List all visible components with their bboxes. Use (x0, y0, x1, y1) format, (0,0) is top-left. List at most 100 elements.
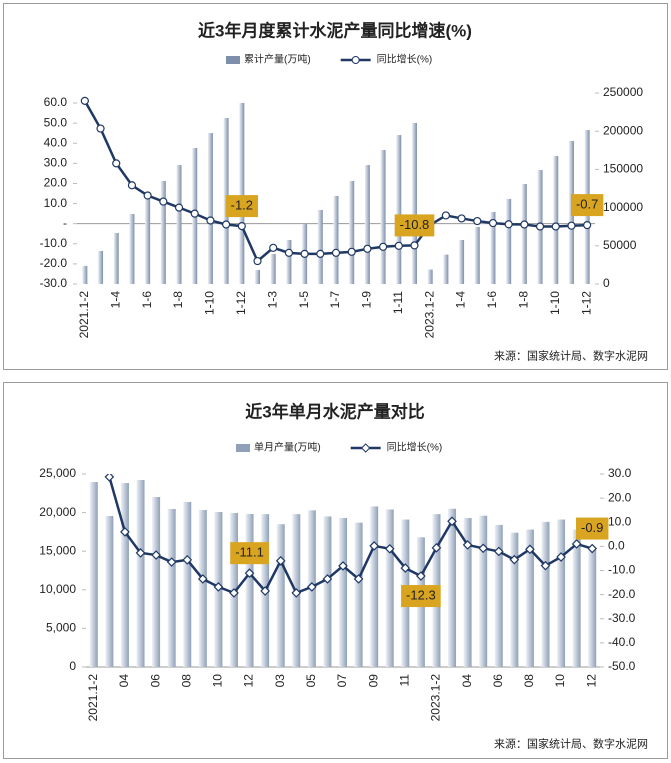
bar (270, 253, 276, 284)
y-tick-label: -10.0 (40, 236, 68, 250)
legend-label: 累计产量(万吨) (244, 53, 311, 66)
y2-tick-label: -50.0 (608, 659, 636, 673)
bar (176, 165, 182, 284)
legend-swatch (236, 444, 250, 452)
bar (255, 270, 261, 284)
label-box (394, 214, 435, 237)
marker (567, 221, 576, 230)
marker (394, 241, 403, 250)
bar (105, 515, 114, 667)
marker (441, 211, 450, 220)
legend-marker (351, 56, 360, 64)
marker (462, 540, 473, 550)
y-tick-label: 20.0 (44, 176, 68, 190)
bar (411, 123, 417, 284)
bar (129, 214, 135, 284)
bar (333, 195, 339, 284)
marker (291, 588, 302, 598)
marker (504, 220, 513, 229)
x-tick-label: 1-6 (485, 291, 499, 309)
bar (380, 149, 386, 284)
label-box (576, 517, 609, 540)
bar (448, 508, 457, 667)
y-tick-label: 50.0 (44, 115, 68, 129)
bar (98, 250, 104, 284)
label-box (401, 585, 441, 608)
marker (306, 582, 317, 592)
x-tick-label: 03 (273, 674, 287, 688)
y2-tick-label: 0.0 (608, 539, 625, 553)
x-tick-label: 1-4 (108, 291, 122, 309)
chart: 近3年月度累计水泥产量同比增速(%) 来源：国家统计局、数字水泥网 60.0 50.0… (40, 20, 648, 362)
bar (494, 524, 503, 667)
bar (207, 133, 213, 284)
bar (354, 522, 363, 667)
y-tick-label: 30.0 (44, 156, 68, 170)
marker (143, 191, 152, 200)
y2-tick-label: 20.0 (608, 490, 632, 504)
marker (540, 560, 551, 571)
y-tick-label: 20,000 (39, 505, 76, 519)
bar (443, 254, 449, 284)
label-box (230, 542, 269, 565)
bar (89, 482, 98, 667)
bar (317, 209, 323, 284)
line-group (80, 96, 592, 266)
x-tick-label: 07 (335, 674, 349, 688)
x-tick-label: 1-5 (297, 291, 311, 309)
x-tick-label: 06 (148, 674, 162, 688)
marker (410, 241, 419, 250)
bar (245, 513, 254, 667)
x-tick-label: 1-11 (391, 291, 405, 314)
bar (474, 227, 480, 284)
label-box (570, 194, 604, 217)
data-label: -0.9 (581, 520, 603, 535)
bar (427, 269, 433, 284)
x-tick-label: 2021.1-2 (86, 674, 100, 722)
legend-label: 同比增长(%) (377, 53, 433, 66)
y2-tick-label: 200000 (603, 123, 643, 137)
x-tick-label: 1-6 (140, 291, 154, 309)
x-tick-label: 1-8 (171, 291, 185, 309)
marker (80, 96, 89, 105)
marker (478, 543, 489, 554)
y-tick-label: 5,000 (46, 621, 76, 635)
bar (510, 532, 519, 667)
bar (525, 529, 534, 667)
x-tick-label: 1-12 (234, 291, 248, 315)
bar (136, 480, 145, 667)
bar (364, 165, 370, 284)
source: 来源：国家统计局、数字水泥网 (494, 737, 648, 751)
bar (160, 181, 166, 284)
x-tick-label: 1-10 (203, 291, 217, 315)
x-tick-label: 1-8 (517, 291, 531, 309)
bar (463, 518, 472, 667)
marker (112, 159, 121, 168)
marker (447, 516, 457, 527)
bar (239, 102, 245, 284)
y-tick-label: 40.0 (44, 135, 68, 149)
x-tick-label: 1-7 (328, 291, 342, 309)
bar (588, 549, 597, 667)
y2-tick-label: 100000 (603, 200, 643, 214)
marker (347, 247, 356, 256)
marker (316, 249, 325, 258)
marker (213, 582, 224, 592)
bar (521, 183, 527, 284)
legend-swatch (226, 56, 240, 64)
y-tick-label: -20.0 (40, 256, 68, 270)
x-tick-label: 2021.1-2 (77, 291, 91, 339)
x-tick-label: 08 (179, 674, 193, 688)
x-tick-label: 1-4 (454, 291, 468, 309)
marker (190, 209, 199, 218)
x-tick-label: 09 (366, 674, 380, 688)
marker (583, 220, 592, 230)
marker (353, 574, 364, 584)
bar (339, 518, 347, 667)
bar (152, 497, 161, 667)
bar (82, 265, 88, 284)
x-tick-label: 10 (211, 674, 225, 688)
marker (260, 586, 270, 596)
